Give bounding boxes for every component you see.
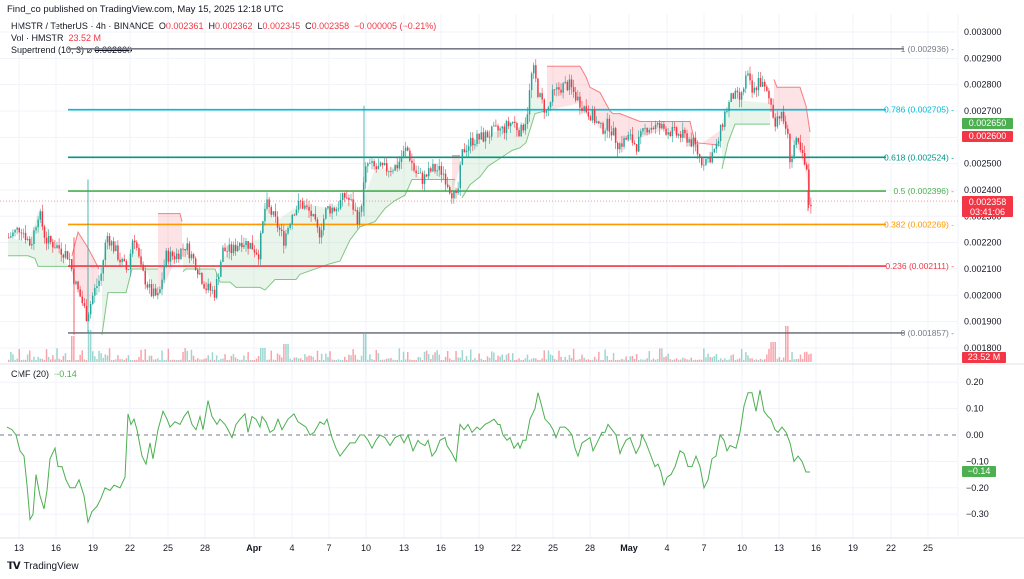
svg-text:19: 19	[88, 543, 98, 553]
open-label: O	[158, 21, 166, 31]
svg-text:−0.30: −0.30	[966, 509, 989, 519]
symbol-legend: HMSTR / TetherUS · 4h · BINANCE O0.00236…	[11, 21, 436, 31]
supertrend-down-badge: 0.002600	[962, 131, 1013, 142]
svg-text:7: 7	[701, 543, 706, 553]
svg-text:16: 16	[436, 543, 446, 553]
svg-text:19: 19	[848, 543, 858, 553]
svg-text:0.002200: 0.002200	[964, 238, 1002, 248]
symbol-title[interactable]: HMSTR / TetherUS · 4h · BINANCE	[11, 21, 154, 31]
supertrend-label: Supertrend (10, 3)	[11, 45, 85, 55]
svg-text:May: May	[620, 543, 638, 553]
volume-value: 23.52 M	[68, 33, 102, 43]
svg-text:22: 22	[511, 543, 521, 553]
svg-text:−0.10: −0.10	[966, 456, 989, 466]
svg-text:0.002900: 0.002900	[964, 53, 1002, 63]
svg-text:13: 13	[14, 543, 24, 553]
price-change: −0.000005 (−0.21%)	[354, 21, 437, 31]
low-label: L	[257, 21, 263, 31]
supertrend-value: 0.002600	[94, 45, 133, 55]
svg-text:22: 22	[125, 543, 135, 553]
svg-text:0.002500: 0.002500	[964, 159, 1002, 169]
svg-text:0.002400: 0.002400	[964, 185, 1002, 195]
svg-text:0.002100: 0.002100	[964, 264, 1002, 274]
last-price-badge: 0.002358 03:41:06	[962, 196, 1013, 217]
svg-text:25: 25	[923, 543, 933, 553]
svg-text:0.20: 0.20	[966, 377, 984, 387]
svg-text:22: 22	[886, 543, 896, 553]
cmf-value: −0.14	[54, 369, 77, 379]
low-value: 0.002345	[262, 21, 301, 31]
svg-text:0.001900: 0.001900	[964, 317, 1002, 327]
svg-text:10: 10	[361, 543, 371, 553]
svg-text:0.10: 0.10	[966, 404, 984, 414]
cmf-badge: −0.14	[962, 466, 996, 477]
svg-text:25: 25	[163, 543, 173, 553]
svg-text:0.00: 0.00	[966, 430, 984, 440]
tradingview-logo-icon: 𝗧𝗩	[7, 561, 21, 572]
svg-text:0.003000: 0.003000	[964, 27, 1002, 37]
svg-text:4: 4	[289, 543, 294, 553]
svg-text:0.002800: 0.002800	[964, 80, 1002, 90]
svg-text:28: 28	[200, 543, 210, 553]
svg-text:0.5 (0.002396) -: 0.5 (0.002396) -	[894, 186, 955, 196]
svg-text:0.236 (0.002111) -: 0.236 (0.002111) -	[885, 261, 954, 271]
svg-text:16: 16	[811, 543, 821, 553]
svg-text:Apr: Apr	[246, 543, 262, 553]
volume-badge: 23.52 M	[962, 352, 1006, 363]
volume-label: Vol · HMSTR	[11, 33, 64, 43]
svg-text:0.002000: 0.002000	[964, 290, 1002, 300]
cmf-legend[interactable]: CMF (20) −0.14	[11, 369, 77, 379]
svg-text:0.618 (0.002524) -: 0.618 (0.002524) -	[884, 152, 954, 162]
bar-countdown: 03:41:06	[969, 207, 1006, 217]
svg-text:16: 16	[51, 543, 61, 553]
svg-text:0.786 (0.002705) -: 0.786 (0.002705) -	[884, 105, 954, 115]
svg-text:0 (0.001857) -: 0 (0.001857) -	[901, 328, 955, 338]
svg-text:13: 13	[399, 543, 409, 553]
svg-text:19: 19	[474, 543, 484, 553]
svg-text:1 (0.002936) -: 1 (0.002936) -	[901, 44, 955, 54]
tradingview-brand[interactable]: 𝗧𝗩 TradingView	[7, 561, 79, 572]
svg-text:7: 7	[326, 543, 331, 553]
svg-text:0.382 (0.002269) -: 0.382 (0.002269) -	[884, 219, 954, 229]
svg-text:28: 28	[585, 543, 595, 553]
last-price: 0.002358	[968, 197, 1007, 207]
svg-text:10: 10	[737, 543, 747, 553]
high-value: 0.002362	[214, 21, 253, 31]
close-value: 0.002358	[311, 21, 350, 31]
volume-legend[interactable]: Vol · HMSTR 23.52 M	[11, 33, 101, 43]
svg-text:0.002700: 0.002700	[964, 106, 1002, 116]
svg-text:4: 4	[664, 543, 669, 553]
supertrend-legend[interactable]: Supertrend (10, 3) ⌀ 0.002600	[11, 45, 132, 56]
svg-text:25: 25	[548, 543, 558, 553]
publish-info: Find_co published on TradingView.com, Ma…	[7, 4, 284, 15]
svg-text:0.001800: 0.001800	[964, 343, 1002, 353]
high-label: H	[208, 21, 215, 31]
cmf-label: CMF (20)	[11, 369, 49, 379]
visibility-icon: ⌀	[86, 45, 92, 55]
close-label: C	[305, 21, 312, 31]
svg-text:−0.20: −0.20	[966, 483, 989, 493]
supertrend-up-badge: 0.002650	[962, 118, 1013, 129]
brand-name: TradingView	[23, 561, 79, 572]
svg-text:13: 13	[774, 543, 784, 553]
open-value: 0.002361	[165, 21, 204, 31]
